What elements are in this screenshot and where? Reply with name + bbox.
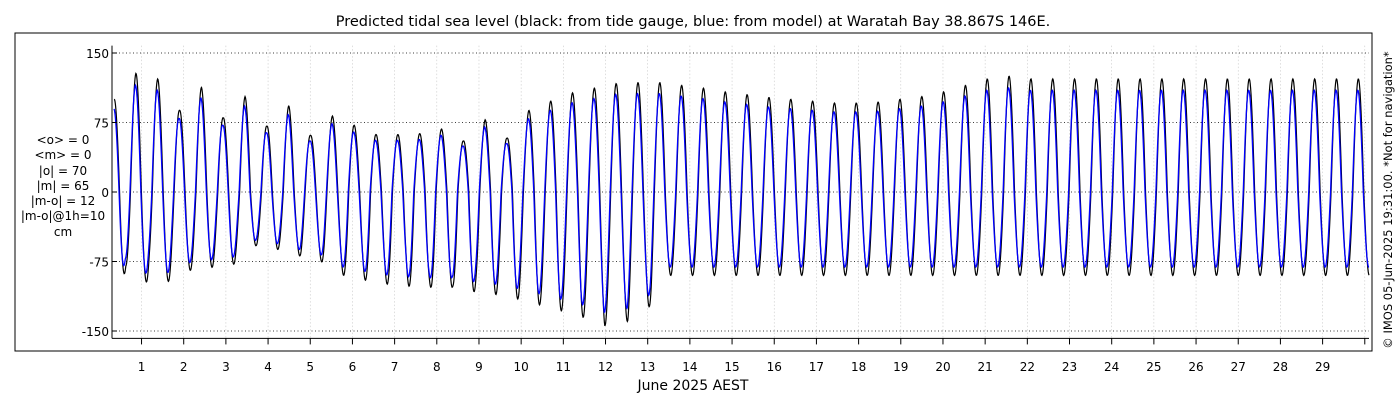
x-tick-label: 27 <box>1231 360 1246 374</box>
x-tick-label: 22 <box>1020 360 1035 374</box>
y-tick-label: 150 <box>86 47 109 61</box>
x-tick-label: 28 <box>1273 360 1288 374</box>
x-tick-label: 13 <box>640 360 655 374</box>
x-tick-label: 15 <box>724 360 739 374</box>
series-model-line <box>113 83 1370 314</box>
stats-line-abs-diff: |m-o| = 12 <box>30 194 96 209</box>
stats-line-mean-model: <m> = 0 <box>34 148 92 163</box>
x-tick-label: 7 <box>391 360 399 374</box>
x-tick-label: 18 <box>851 360 866 374</box>
x-tick-label: 21 <box>978 360 993 374</box>
x-tick-label: 24 <box>1104 360 1119 374</box>
x-axis-label: June 2025 AEST <box>637 378 749 394</box>
x-tick-label: 6 <box>349 360 357 374</box>
x-tick-label: 29 <box>1315 360 1330 374</box>
grid-layer <box>112 45 1369 339</box>
x-tick-label: 11 <box>556 360 571 374</box>
y-tick-label: 0 <box>101 186 109 200</box>
stats-line-abs-model: |m| = 65 <box>36 178 90 193</box>
stats-line-abs-diff-1h: |m-o|@1h=10 <box>20 209 106 224</box>
x-tick-label: 19 <box>893 360 908 374</box>
series-layer <box>113 72 1370 327</box>
x-tick-label: 14 <box>682 360 697 374</box>
x-tick-label: 3 <box>222 360 230 374</box>
x-tick-label: 12 <box>598 360 613 374</box>
x-tick-label: 10 <box>514 360 529 374</box>
x-tick-label: 2 <box>180 360 188 374</box>
stats-line-mean-obs: <o> = 0 <box>36 133 90 147</box>
y-tick-label: -150 <box>82 325 109 339</box>
y-tick-label: -75 <box>89 256 109 270</box>
plot-frame <box>14 32 1373 352</box>
x-tick-label: 26 <box>1188 360 1203 374</box>
copyright-note: © IMOS 05-Jun-2025 19:31:00. *Not for na… <box>1381 51 1395 349</box>
y-tick-label: 75 <box>94 117 109 131</box>
stats-line-abs-obs: |o| = 70 <box>38 163 88 178</box>
x-tick-label: 5 <box>306 360 314 374</box>
x-tick-label: 4 <box>264 360 272 374</box>
x-tick-label: 8 <box>433 360 441 374</box>
x-tick-label: 9 <box>475 360 483 374</box>
stats-panel: <o> = 0 <m> = 0 |o| = 70 |m| = 65 |m-o| … <box>14 133 112 240</box>
x-tick-label: 1 <box>138 360 146 374</box>
x-tick-label: 20 <box>935 360 950 374</box>
chart-title: Predicted tidal sea level (black: from t… <box>336 14 1051 30</box>
x-tick-label: 17 <box>809 360 824 374</box>
x-tick-label: 16 <box>767 360 782 374</box>
stats-line-units: cm <box>53 224 73 239</box>
x-tick-label: 23 <box>1062 360 1077 374</box>
x-tick-label: 25 <box>1146 360 1161 374</box>
